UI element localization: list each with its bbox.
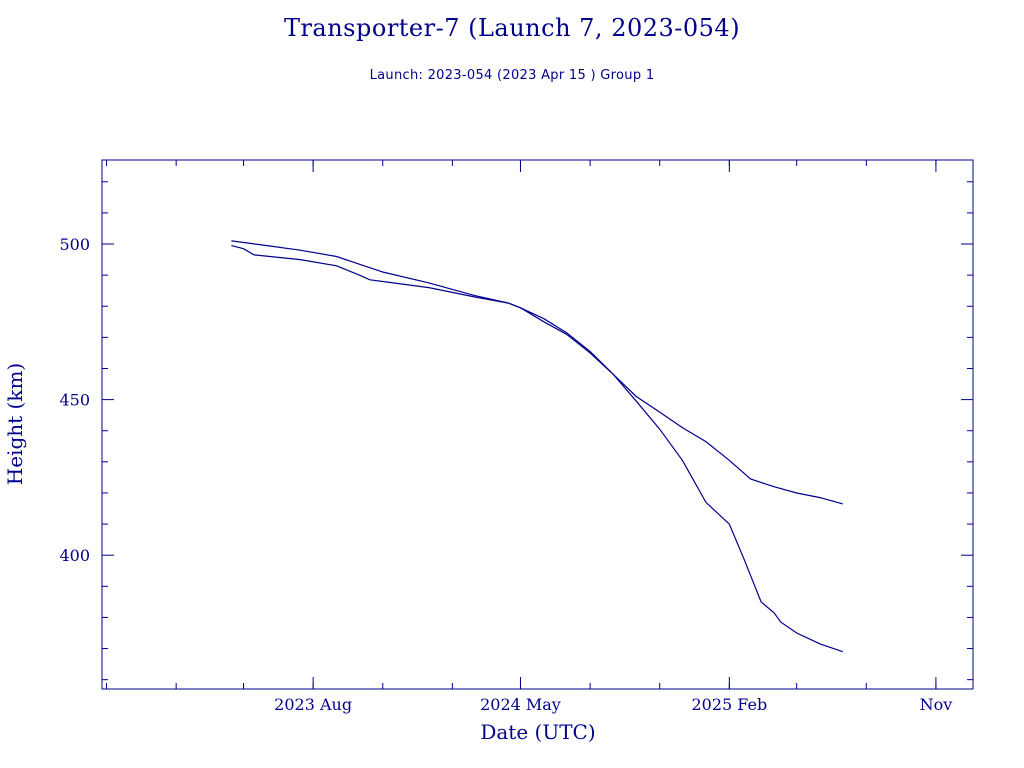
series-line-2	[231, 245, 843, 653]
axis-tick-labels: 2023 Aug 2024 May 2025 Feb Nov 400 450 500	[59, 235, 952, 714]
chart-title: Transporter-7 (Launch 7, 2023-054)	[283, 14, 741, 42]
axis-ticks	[102, 160, 973, 689]
x-tick-label: 2023 Aug	[274, 695, 352, 714]
y-tick-label: 400	[59, 546, 90, 565]
y-tick-label: 450	[59, 391, 90, 410]
x-tick-label: Nov	[920, 695, 953, 714]
x-tick-label: 2025 Feb	[691, 695, 767, 714]
y-tick-label: 500	[59, 235, 90, 254]
x-tick-label: 2024 May	[480, 695, 561, 714]
chart-subtitle: Launch: 2023-054 (2023 Apr 15 ) Group 1	[369, 68, 655, 83]
y-axis-label: Height (km)	[3, 363, 27, 485]
plot-frame	[101, 159, 974, 690]
x-axis-label: Date (UTC)	[480, 720, 595, 744]
data-series	[231, 240, 843, 653]
series-line-1	[231, 240, 843, 505]
